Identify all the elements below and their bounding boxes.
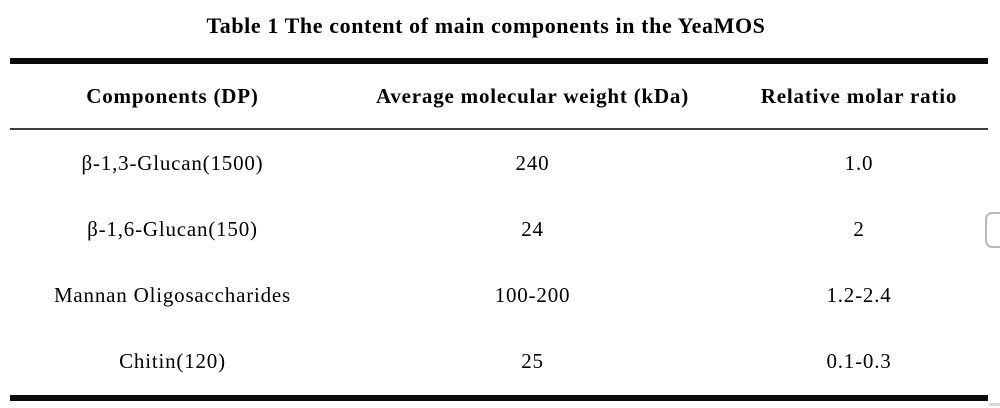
cell-molecular-weight: 25 — [521, 349, 544, 374]
cell-molar-ratio: 2 — [853, 216, 865, 241]
column-header-components: Components (DP) — [86, 83, 259, 108]
table-top-rule — [10, 58, 988, 64]
cell-component: β-1,6-Glucan(150) — [87, 216, 258, 241]
cell-molecular-weight: 24 — [521, 216, 544, 241]
corner-artifact — [989, 403, 1000, 406]
cell-molecular-weight: 240 — [515, 150, 550, 175]
table-header-row: Components (DP) Average molecular weight… — [10, 64, 988, 128]
cell-molar-ratio: 0.1-0.3 — [826, 349, 892, 374]
cell-component: Chitin(120) — [119, 349, 226, 374]
cell-molar-ratio: 1.2-2.4 — [826, 283, 892, 308]
cell-molar-ratio: 1.0 — [844, 150, 874, 175]
cell-component: β-1,3-Glucan(1500) — [81, 150, 264, 175]
table-bottom-rule — [10, 395, 988, 401]
table-row: β-1,6-Glucan(150) 24 2 — [10, 196, 988, 262]
table-body: β-1,3-Glucan(1500) 240 1.0 β-1,6-Glucan(… — [10, 130, 988, 395]
table-row: Mannan Oligosaccharides 100-200 1.2-2.4 — [10, 263, 988, 329]
table-caption: Table 1 The content of main components i… — [206, 13, 766, 38]
cell-component: Mannan Oligosaccharides — [53, 283, 292, 308]
table-row: Chitin(120) 25 0.1-0.3 — [10, 329, 988, 395]
column-header-molar-ratio: Relative molar ratio — [760, 83, 958, 108]
table-row: β-1,3-Glucan(1500) 240 1.0 — [10, 130, 988, 196]
table-header-rule — [10, 128, 988, 130]
partial-button-fragment[interactable] — [985, 212, 1000, 248]
cell-molecular-weight: 100-200 — [494, 283, 571, 308]
column-header-molecular-weight: Average molecular weight (kDa) — [375, 83, 690, 108]
